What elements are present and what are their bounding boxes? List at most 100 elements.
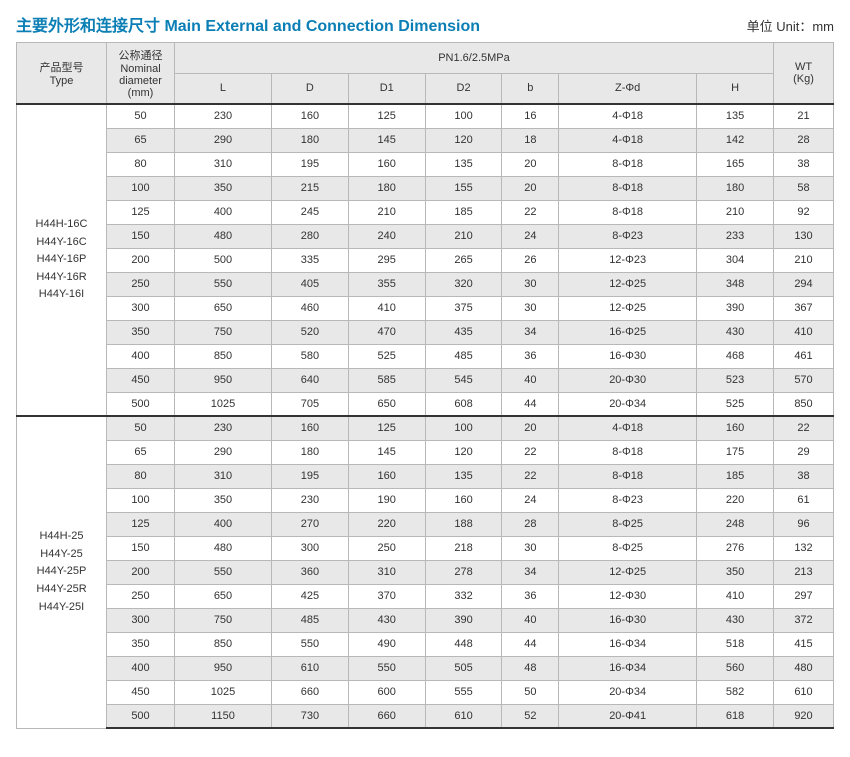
cell-D: 550 <box>271 632 348 656</box>
table-row: 50011507306606105220-Φ41618920 <box>17 704 834 728</box>
cell-D1: 145 <box>348 128 425 152</box>
cell-b: 24 <box>502 488 559 512</box>
cell-dn: 500 <box>107 392 175 416</box>
cell-D1: 180 <box>348 176 425 200</box>
cell-Zd: 8-Φ18 <box>559 200 697 224</box>
cell-dn: 400 <box>107 656 175 680</box>
cell-Zd: 20-Φ34 <box>559 680 697 704</box>
cell-L: 400 <box>175 512 272 536</box>
cell-Zd: 16-Φ30 <box>559 608 697 632</box>
cell-WT: 213 <box>774 560 834 584</box>
table-row: 65290180145120228-Φ1817529 <box>17 440 834 464</box>
cell-D: 460 <box>271 296 348 320</box>
cell-WT: 570 <box>774 368 834 392</box>
cell-Zd: 8-Φ18 <box>559 440 697 464</box>
table-row: 150480300250218308-Φ25276132 <box>17 536 834 560</box>
cell-b: 20 <box>502 176 559 200</box>
cell-L: 1150 <box>175 704 272 728</box>
cell-D: 245 <box>271 200 348 224</box>
cell-D: 640 <box>271 368 348 392</box>
cell-Zd: 8-Φ25 <box>559 512 697 536</box>
cell-D2: 390 <box>425 608 502 632</box>
cell-D1: 160 <box>348 464 425 488</box>
cell-L: 750 <box>175 608 272 632</box>
cell-L: 1025 <box>175 680 272 704</box>
cell-b: 24 <box>502 224 559 248</box>
table-row: 2506504253703323612-Φ30410297 <box>17 584 834 608</box>
cell-dn: 100 <box>107 176 175 200</box>
cell-WT: 132 <box>774 536 834 560</box>
cell-D: 195 <box>271 464 348 488</box>
table-row: 3507505204704353416-Φ25430410 <box>17 320 834 344</box>
cell-D: 485 <box>271 608 348 632</box>
cell-D: 730 <box>271 704 348 728</box>
cell-WT: 28 <box>774 128 834 152</box>
cell-L: 950 <box>175 656 272 680</box>
cell-b: 44 <box>502 392 559 416</box>
cell-D2: 188 <box>425 512 502 536</box>
cell-dn: 150 <box>107 536 175 560</box>
cell-WT: 294 <box>774 272 834 296</box>
table-body: H44H-16CH44Y-16CH44Y-16PH44Y-16RH44Y-16I… <box>17 104 834 728</box>
cell-WT: 38 <box>774 464 834 488</box>
table-row: 125400270220188288-Φ2524896 <box>17 512 834 536</box>
cell-L: 550 <box>175 560 272 584</box>
table-row: 125400245210185228-Φ1821092 <box>17 200 834 224</box>
cell-D1: 410 <box>348 296 425 320</box>
cell-WT: 920 <box>774 704 834 728</box>
cell-WT: 210 <box>774 248 834 272</box>
cell-WT: 96 <box>774 512 834 536</box>
cell-D2: 135 <box>425 152 502 176</box>
cell-D: 610 <box>271 656 348 680</box>
cell-WT: 38 <box>774 152 834 176</box>
cell-H: 560 <box>697 656 774 680</box>
cell-H: 518 <box>697 632 774 656</box>
cell-b: 52 <box>502 704 559 728</box>
cell-D2: 608 <box>425 392 502 416</box>
cell-b: 22 <box>502 440 559 464</box>
table-row: 3508505504904484416-Φ34518415 <box>17 632 834 656</box>
cell-WT: 22 <box>774 416 834 440</box>
cell-Zd: 8-Φ18 <box>559 464 697 488</box>
header-col-D2: D2 <box>425 73 502 104</box>
cell-dn: 125 <box>107 200 175 224</box>
cell-D2: 485 <box>425 344 502 368</box>
cell-D: 335 <box>271 248 348 272</box>
cell-dn: 65 <box>107 440 175 464</box>
header-type: 产品型号 Type <box>17 43 107 105</box>
cell-H: 210 <box>697 200 774 224</box>
cell-L: 230 <box>175 104 272 128</box>
cell-D2: 555 <box>425 680 502 704</box>
cell-WT: 461 <box>774 344 834 368</box>
cell-D1: 210 <box>348 200 425 224</box>
header-col-D: D <box>271 73 348 104</box>
cell-Zd: 16-Φ30 <box>559 344 697 368</box>
cell-dn: 450 <box>107 368 175 392</box>
header-wt: WT (Kg) <box>774 43 834 105</box>
cell-D1: 490 <box>348 632 425 656</box>
cell-Zd: 4-Φ18 <box>559 104 697 128</box>
type-line: H44H-16C <box>19 216 104 234</box>
cell-Zd: 12-Φ23 <box>559 248 697 272</box>
cell-Zd: 20-Φ34 <box>559 392 697 416</box>
cell-b: 44 <box>502 632 559 656</box>
cell-WT: 367 <box>774 296 834 320</box>
cell-Zd: 8-Φ18 <box>559 176 697 200</box>
table-row: 4009506105505054816-Φ34560480 <box>17 656 834 680</box>
cell-WT: 130 <box>774 224 834 248</box>
type-line: H44Y-25 <box>19 546 104 564</box>
cell-H: 175 <box>697 440 774 464</box>
cell-D: 300 <box>271 536 348 560</box>
cell-b: 26 <box>502 248 559 272</box>
cell-dn: 65 <box>107 128 175 152</box>
cell-WT: 61 <box>774 488 834 512</box>
cell-D1: 160 <box>348 152 425 176</box>
cell-b: 50 <box>502 680 559 704</box>
cell-b: 20 <box>502 152 559 176</box>
cell-L: 310 <box>175 152 272 176</box>
cell-D1: 660 <box>348 704 425 728</box>
cell-Zd: 16-Φ34 <box>559 656 697 680</box>
header-dn: 公称通径 Nominal diameter (mm) <box>107 43 175 105</box>
type-cell: H44H-16CH44Y-16CH44Y-16PH44Y-16RH44Y-16I <box>17 104 107 416</box>
cell-dn: 200 <box>107 248 175 272</box>
